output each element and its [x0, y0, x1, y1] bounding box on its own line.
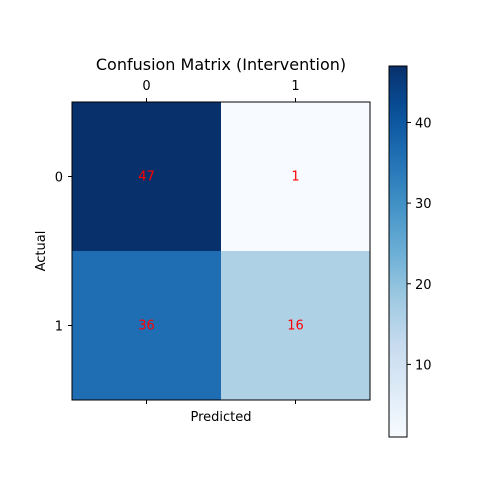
colorbar-tick-label: 40: [415, 116, 432, 131]
heatmap-cells: [72, 102, 370, 400]
cell-labels: 47 1 36 16: [138, 170, 304, 334]
colorbar: [388, 65, 408, 438]
plot-frame: [71, 101, 371, 401]
x-tick-label: 1: [291, 79, 299, 94]
heatmap-cell: [72, 102, 221, 251]
x-axis-label: Predicted: [190, 410, 251, 425]
colorbar-tick-label: 20: [415, 278, 432, 293]
heatmap-cell: [221, 251, 370, 400]
y-axis-label: Actual: [34, 231, 49, 272]
chart-title: Confusion Matrix (Intervention): [96, 55, 346, 74]
colorbar-tick-label: 30: [415, 197, 432, 212]
y-tick-labels: 01: [55, 171, 72, 335]
y-tick-label: 0: [55, 171, 63, 186]
colorbar-tick-label: 10: [415, 358, 432, 373]
cell-value-label: 16: [287, 319, 304, 334]
heatmap-cell: [221, 102, 370, 251]
heatmap-cell: [72, 251, 221, 400]
colorbar-ticks: 10 20 30 40: [407, 116, 432, 373]
cell-value-label: 36: [138, 319, 155, 334]
cell-value-label: 47: [138, 170, 155, 185]
cell-value-label: 1: [291, 170, 299, 185]
y-tick-label: 1: [55, 320, 63, 335]
x-tick-label: 0: [142, 79, 150, 94]
